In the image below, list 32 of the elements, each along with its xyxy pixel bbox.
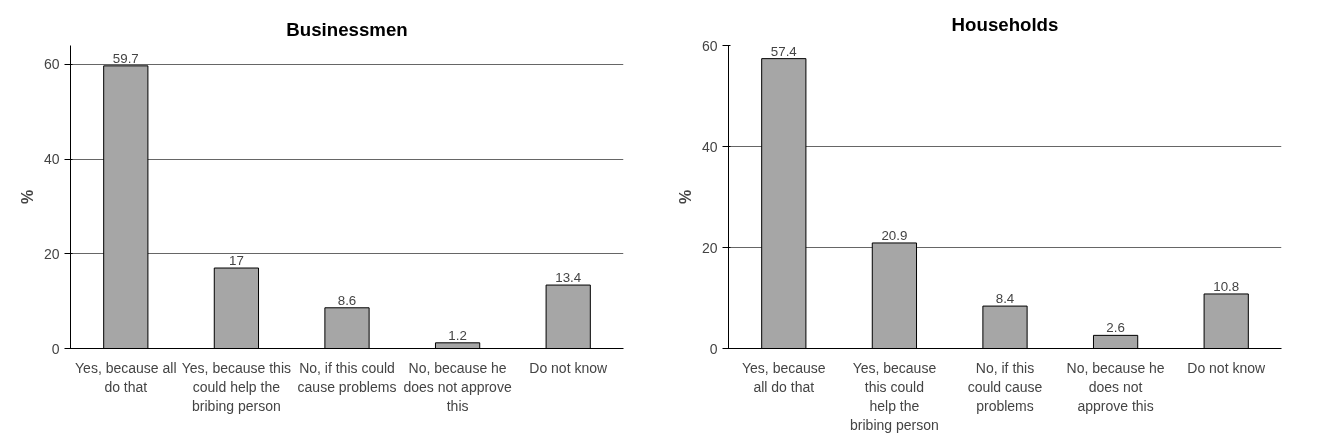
x-tick-label: No, if this could cause problems xyxy=(967,359,1043,414)
x-tick-label: Do not know xyxy=(529,359,608,376)
x-tick-label: Yes, because this could help the bribing person xyxy=(850,359,939,434)
y-tick-label: 40 xyxy=(43,151,60,168)
data-label: 2.6 xyxy=(1106,320,1125,336)
x-tick-label: Yes, because all do that xyxy=(75,359,177,395)
data-label: 59.7 xyxy=(112,50,139,66)
data-label: 8.6 xyxy=(337,292,357,308)
data-label: 20.9 xyxy=(881,227,908,243)
data-label: 57.4 xyxy=(770,43,798,59)
data-label: 1.2 xyxy=(448,327,467,343)
y-axis-title: % xyxy=(676,189,694,205)
data-label: 10.8 xyxy=(1213,278,1240,294)
y-tick-label: 60 xyxy=(701,37,718,54)
x-tick-label: Yes, because this could help the bribing person xyxy=(181,359,292,414)
data-label: 13.4 xyxy=(555,270,582,286)
y-tick-label: 60 xyxy=(43,56,60,73)
data-label: 17 xyxy=(228,253,244,269)
data-label: 8.4 xyxy=(995,291,1015,307)
y-tick-label: 0 xyxy=(709,340,718,357)
x-tick-label: No, if this could cause problems xyxy=(297,359,397,395)
y-tick-label: 40 xyxy=(701,138,718,155)
chart-title: Businessmen xyxy=(286,18,408,40)
chart-title: Households xyxy=(951,13,1059,35)
y-axis-title: % xyxy=(18,189,36,205)
y-tick-label: 20 xyxy=(701,239,718,256)
x-tick-label: Yes, because all do that xyxy=(742,359,826,395)
x-tick-label: Do not know xyxy=(1187,359,1266,376)
y-tick-label: 0 xyxy=(51,340,60,357)
y-tick-label: 20 xyxy=(43,245,60,262)
x-tick-label: No, because he does not approve this xyxy=(403,359,512,414)
x-tick-label: No, because he does not approve this xyxy=(1066,359,1165,414)
